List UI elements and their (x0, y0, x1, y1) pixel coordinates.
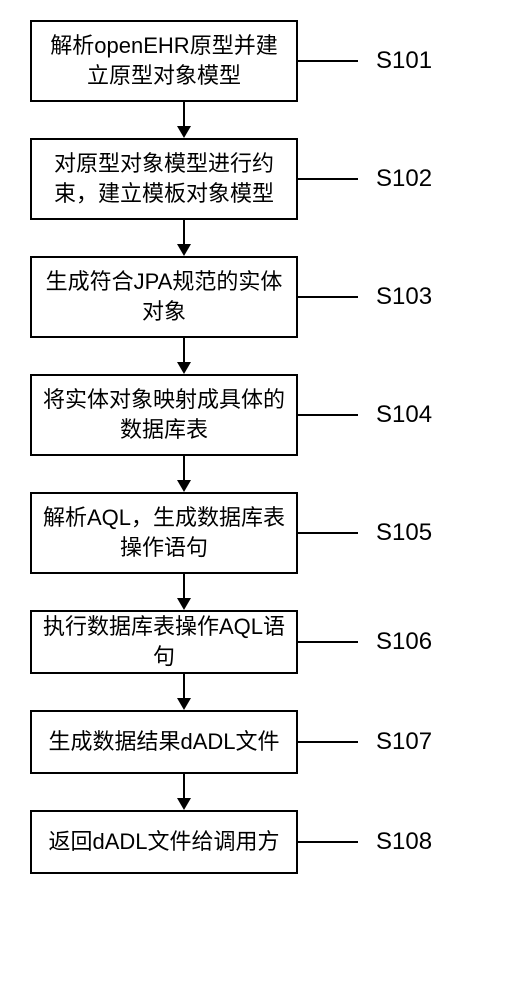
down-arrow (177, 338, 191, 374)
down-arrow (177, 574, 191, 610)
step-label: S106 (376, 628, 432, 656)
step-row: 解析AQL，生成数据库表操作语句 S105 (30, 492, 432, 574)
step-box: 执行数据库表操作AQL语句 (30, 610, 298, 674)
step-label: S105 (376, 519, 432, 547)
step-label: S104 (376, 401, 432, 429)
arrow-head-icon (177, 698, 191, 710)
down-arrow (177, 774, 191, 810)
step-row: 将实体对象映射成具体的数据库表 S104 (30, 374, 432, 456)
arrow-line (183, 338, 185, 362)
step-row: 执行数据库表操作AQL语句 S106 (30, 610, 432, 674)
step-box: 解析openEHR原型并建立原型对象模型 (30, 20, 298, 102)
down-arrow (177, 674, 191, 710)
arrow-head-icon (177, 362, 191, 374)
connector-line (298, 296, 358, 298)
step-label: S102 (376, 165, 432, 193)
step-row: 生成数据结果dADL文件 S107 (30, 710, 432, 774)
step-box: 对原型对象模型进行约束，建立模板对象模型 (30, 138, 298, 220)
connector-line (298, 414, 358, 416)
arrow-line (183, 674, 185, 698)
arrow-head-icon (177, 798, 191, 810)
arrow-line (183, 774, 185, 798)
connector-line (298, 841, 358, 843)
step-row: 生成符合JPA规范的实体对象 S103 (30, 256, 432, 338)
arrow-head-icon (177, 598, 191, 610)
arrow-line (183, 220, 185, 244)
down-arrow (177, 456, 191, 492)
connector-line (298, 641, 358, 643)
connector-line (298, 60, 358, 62)
step-row: 对原型对象模型进行约束，建立模板对象模型 S102 (30, 138, 432, 220)
step-row: 返回dADL文件给调用方 S108 (30, 810, 432, 874)
step-row: 解析openEHR原型并建立原型对象模型 S101 (30, 20, 432, 102)
step-box: 将实体对象映射成具体的数据库表 (30, 374, 298, 456)
arrow-head-icon (177, 244, 191, 256)
step-box: 返回dADL文件给调用方 (30, 810, 298, 874)
down-arrow (177, 102, 191, 138)
step-box: 生成数据结果dADL文件 (30, 710, 298, 774)
down-arrow (177, 220, 191, 256)
arrow-head-icon (177, 480, 191, 492)
step-label: S101 (376, 47, 432, 75)
arrow-head-icon (177, 126, 191, 138)
arrow-line (183, 574, 185, 598)
arrow-line (183, 102, 185, 126)
step-label: S103 (376, 283, 432, 311)
step-box: 生成符合JPA规范的实体对象 (30, 256, 298, 338)
step-label: S108 (376, 828, 432, 856)
connector-line (298, 178, 358, 180)
connector-line (298, 741, 358, 743)
step-label: S107 (376, 728, 432, 756)
step-box: 解析AQL，生成数据库表操作语句 (30, 492, 298, 574)
connector-line (298, 532, 358, 534)
flowchart-container: 解析openEHR原型并建立原型对象模型 S101 对原型对象模型进行约束，建立模板… (30, 20, 432, 874)
arrow-line (183, 456, 185, 480)
